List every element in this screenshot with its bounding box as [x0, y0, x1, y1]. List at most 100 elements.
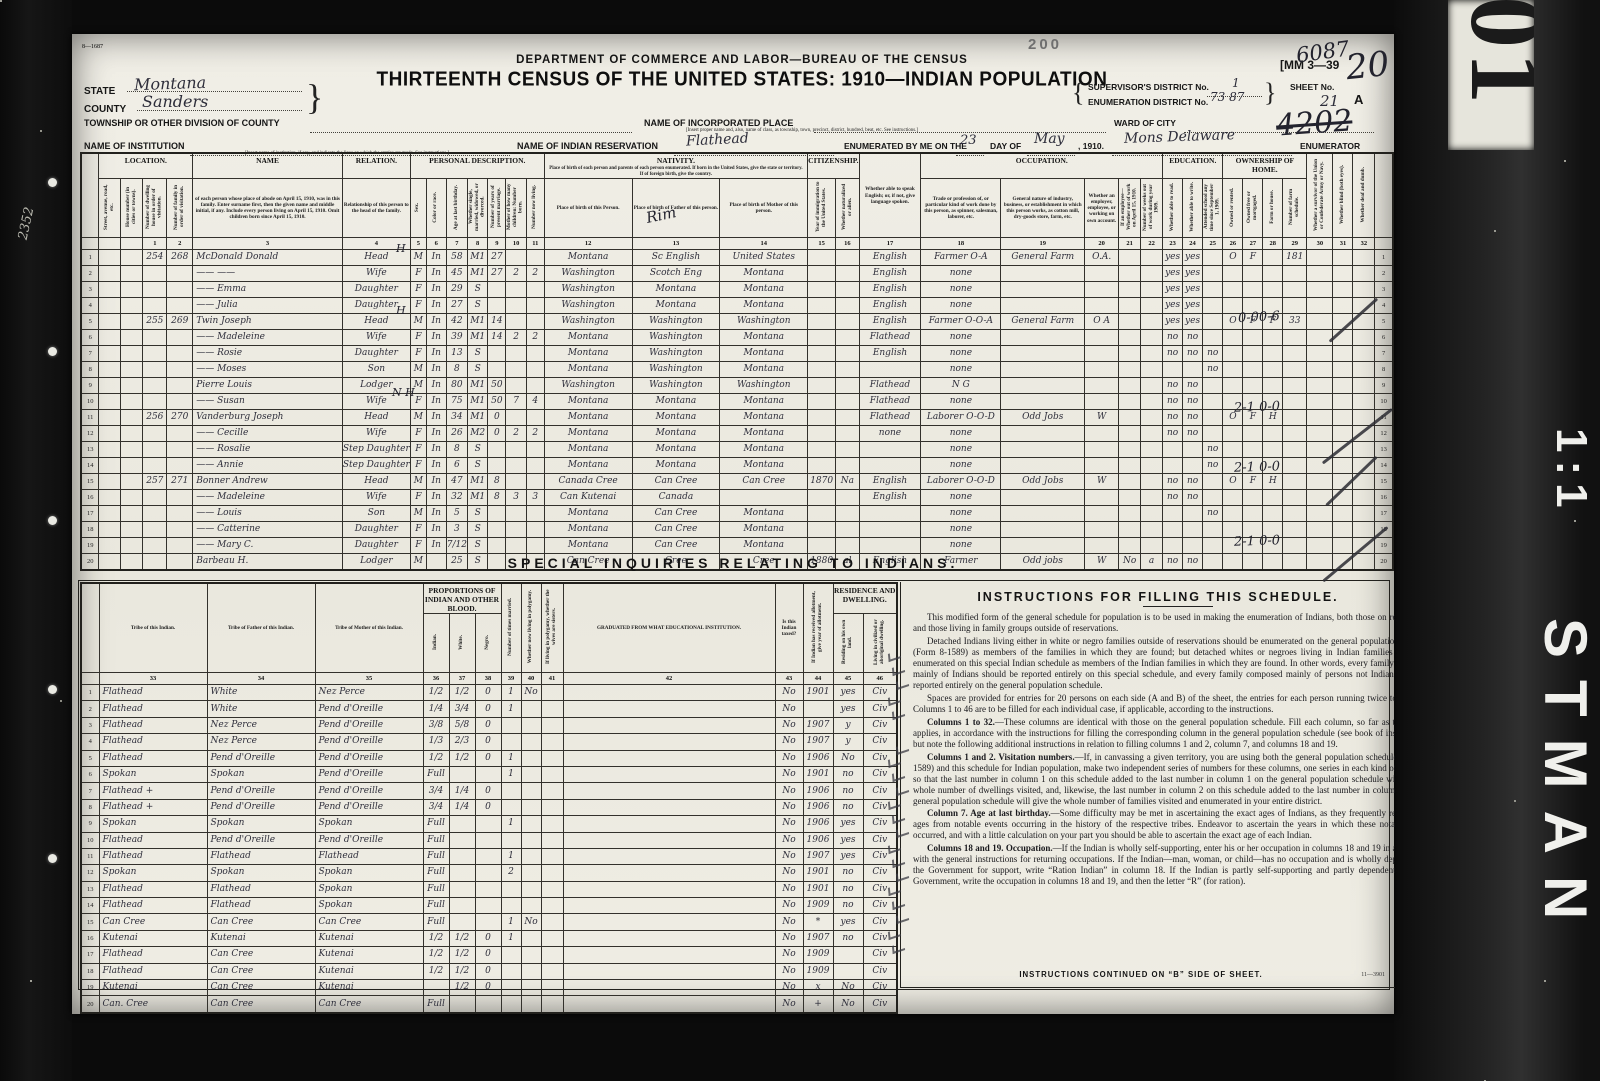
- form-code: 11—3901: [1361, 972, 1385, 978]
- paragraph-text: Detached Indians living either in white …: [913, 635, 1395, 690]
- entry-cell: 1907: [802, 733, 834, 751]
- entry-cell: Montana: [719, 441, 809, 459]
- entry-cell: [1118, 441, 1142, 459]
- entry-cell: No: [520, 683, 542, 702]
- entry-cell: [1182, 537, 1204, 555]
- column-header: Is this Indian taxed?: [774, 582, 804, 673]
- entry-cell: 1/3: [422, 733, 450, 751]
- entry-cell: [1352, 441, 1376, 459]
- entry-cell: [1306, 313, 1334, 331]
- line-number: 14: [80, 457, 100, 475]
- entry-cell: [505, 409, 527, 427]
- record-row: 13 Flathead Flathead Spokan Full No 1901 no Civ: [80, 880, 898, 899]
- entry-cell: [120, 425, 144, 443]
- entry-cell: no: [1162, 345, 1184, 363]
- entry-cell: [1000, 425, 1086, 443]
- entry-cell: [520, 979, 542, 997]
- entry-cell: [1140, 281, 1164, 299]
- entry-cell: S: [466, 281, 489, 299]
- entry-cell: M: [409, 361, 427, 379]
- entry-cell: Nez Perce: [206, 733, 316, 751]
- entry-cell: O: [1222, 249, 1244, 267]
- entry-cell: [500, 716, 522, 735]
- entry-cell: [525, 409, 545, 427]
- entry-cell: [1352, 249, 1376, 267]
- entry-cell: [505, 313, 527, 331]
- column-group: NATIVITY. Place of birth of each person a…: [543, 152, 809, 180]
- record-row: 17 Flathead Can Cree Kutenai 1/2 1/2 0 No 1909 Ci…: [80, 946, 898, 964]
- county-value: Sanders: [142, 92, 209, 111]
- entry-cell: 8: [445, 361, 468, 379]
- entry-cell: 2: [525, 265, 545, 283]
- entry-cell: 1906: [802, 782, 834, 800]
- entry-cell: no: [1162, 329, 1184, 347]
- entry-cell: [142, 345, 168, 363]
- entry-cell: English: [858, 265, 922, 283]
- entry-cell: [474, 864, 502, 882]
- enumerator-label: ENUMERATOR: [1300, 141, 1361, 151]
- line-number: 18: [80, 962, 100, 981]
- entry-cell: [562, 913, 776, 931]
- record-row: 3 Flathead Nez Perce Pend d'Oreille 3/8 5/8 0 N…: [80, 716, 898, 735]
- enumeration-district-value: 73 87: [1210, 90, 1245, 104]
- entry-cell: [1202, 249, 1224, 267]
- entry-cell: 0: [474, 929, 502, 948]
- entry-cell: Montana: [631, 281, 721, 299]
- line-number: 20: [1374, 553, 1394, 571]
- group-label: RELATION.: [355, 156, 398, 165]
- entry-cell: [540, 995, 564, 1014]
- film-dust: [0, 0, 2, 2]
- entry-cell: [142, 521, 168, 539]
- entry-cell: Montana: [719, 281, 809, 299]
- column-header: Number of times married.: [500, 582, 522, 673]
- entry-cell: [520, 929, 542, 948]
- entry-cell: 1/4: [448, 782, 476, 800]
- special-inquiries-table: Tribe of this Indian. Tribe of Father of …: [80, 582, 898, 1014]
- instructions-text: INSTRUCTIONS FOR FILLING THIS SCHEDULE. …: [901, 582, 1395, 887]
- entry-cell: [1332, 537, 1354, 555]
- entry-cell: al: [835, 553, 860, 571]
- entry-cell: [1118, 537, 1142, 555]
- entry-cell: [540, 716, 564, 735]
- line-number: 17: [80, 946, 100, 964]
- entry-cell: no: [1202, 345, 1224, 363]
- film-edge-ratio-text: 1:1: [1547, 428, 1596, 516]
- entry-cell: [1242, 441, 1264, 459]
- entry-cell: [1306, 553, 1334, 571]
- entry-cell: [832, 962, 864, 981]
- entry-cell: Daughter: [341, 345, 411, 363]
- entry-cell: Flathead: [858, 409, 922, 427]
- entry-cell: In: [425, 377, 447, 395]
- record-row: 18 Flathead Can Cree Kutenai 1/2 1/2 0 No 1909 Ci…: [80, 962, 898, 981]
- entry-cell: [1084, 297, 1120, 315]
- entry-cell: [835, 425, 860, 443]
- entry-cell: [562, 716, 776, 735]
- entry-cell: [1282, 409, 1308, 427]
- paragraph-lead: Columns 1 to 32.: [927, 716, 995, 727]
- punch-hole: [48, 347, 57, 356]
- entry-cell: —— Moses: [192, 361, 343, 379]
- entry-cell: F: [409, 425, 427, 443]
- state-line: [127, 81, 302, 92]
- column-header: House number (in cities or towns).: [120, 178, 144, 239]
- incorporated-line: [814, 122, 1106, 133]
- entry-cell: [120, 489, 144, 507]
- instructions-panel: INSTRUCTIONS FOR FILLING THIS SCHEDULE. …: [900, 582, 1395, 988]
- entry-cell: English: [858, 297, 922, 315]
- entry-cell: [1222, 441, 1244, 459]
- entry-cell: [1242, 361, 1264, 379]
- entry-cell: 1901: [802, 880, 834, 899]
- entry-cell: No: [774, 765, 804, 784]
- entry-cell: No: [832, 979, 864, 997]
- column-header: Whether now living in polygamy.: [520, 582, 542, 673]
- line-number: 1: [80, 249, 100, 267]
- entry-cell: [540, 897, 564, 915]
- entry-cell: [520, 716, 542, 735]
- line-number: 9: [80, 815, 100, 833]
- entry-cell: [1162, 505, 1184, 523]
- entry-cell: Washington: [543, 377, 633, 395]
- punch-hole: [48, 854, 57, 863]
- county-line: [137, 100, 302, 111]
- entry-cell: [835, 345, 860, 363]
- entry-cell: [166, 345, 194, 363]
